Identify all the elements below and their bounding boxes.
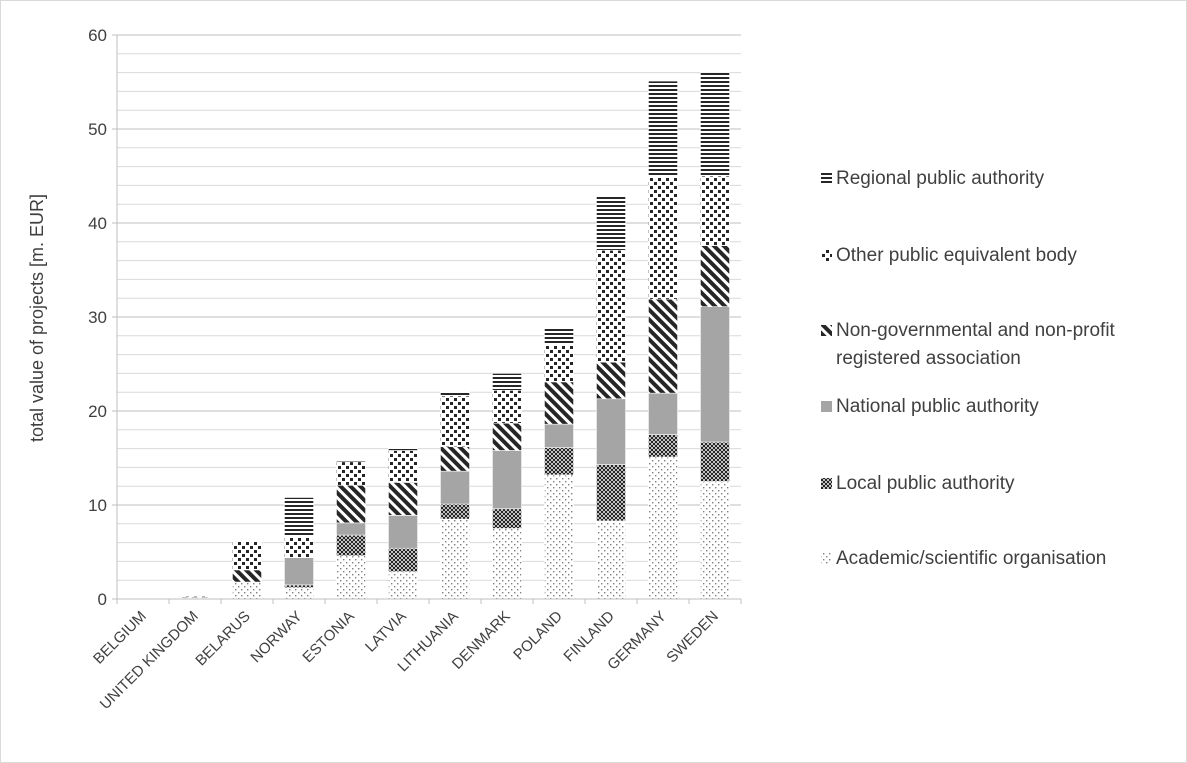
- x-tick-label: POLAND: [510, 608, 566, 664]
- y-tick-label: 30: [88, 308, 107, 327]
- bar-segment: [648, 298, 678, 394]
- bar-segment: [388, 515, 418, 549]
- bar-segment: [284, 587, 314, 600]
- bar-segment: [440, 503, 470, 520]
- legend-label: Local public authority: [836, 473, 1015, 494]
- bar-segment: [492, 373, 522, 391]
- bar-segment: [700, 441, 730, 482]
- bar-segment: [700, 481, 730, 600]
- bar-segment: [492, 508, 522, 529]
- bar-segment: [284, 536, 314, 558]
- legend-swatch: [821, 325, 832, 336]
- bar-segment: [388, 482, 418, 516]
- bar-segment: [700, 306, 730, 443]
- bar-segment: [388, 571, 418, 600]
- legend-label: National public authority: [836, 396, 1039, 417]
- bar-segment: [648, 392, 678, 435]
- bar-segment: [284, 557, 314, 586]
- bar-segment: [180, 595, 210, 598]
- bar-segment: [596, 398, 626, 465]
- bar-segment: [336, 534, 366, 557]
- bar-segment: [492, 450, 522, 510]
- bar-segment: [648, 456, 678, 600]
- x-tick-label: LATVIA: [362, 608, 410, 656]
- bar-segment: [388, 450, 418, 483]
- bar-segment: [492, 390, 522, 424]
- bar-segment: [336, 522, 366, 536]
- bar-segment: [336, 484, 366, 524]
- x-tick-label: ESTONIA: [299, 608, 357, 666]
- bar-segment: [440, 390, 470, 397]
- bar-segment: [232, 538, 262, 542]
- x-tick-label: UNITED KINGDOM: [97, 608, 202, 713]
- legend-label: Other public equivalent body: [836, 245, 1077, 266]
- bar-segment: [440, 518, 470, 600]
- gridlines: [117, 34, 741, 600]
- bar-segment: [596, 249, 626, 363]
- legend-swatch: [821, 173, 832, 184]
- bar-segment: [700, 245, 730, 307]
- bar-segment: [596, 361, 626, 400]
- bar-segment: [544, 447, 574, 476]
- bar-segment: [284, 584, 314, 589]
- bar-segment: [336, 555, 366, 600]
- bar-segment: [700, 72, 730, 177]
- y-tick-label: 20: [88, 402, 107, 421]
- legend-swatch: [821, 401, 832, 412]
- y-tick-label: 10: [88, 496, 107, 515]
- bar-segment: [544, 381, 574, 425]
- legend-swatch: [821, 478, 832, 489]
- bar-segment: [336, 458, 366, 463]
- bar-segment: [544, 474, 574, 600]
- bar-segment: [492, 422, 522, 451]
- legend-label: Academic/scientific organisation: [836, 548, 1106, 569]
- bar-segment: [284, 497, 314, 538]
- bars: [180, 72, 730, 600]
- bar-segment: [700, 175, 730, 246]
- bar-segment: [336, 461, 366, 486]
- legend: Regional public authority Other public eq…: [821, 168, 1116, 569]
- x-tick-label: NORWAY: [247, 608, 305, 666]
- bar-segment: [492, 528, 522, 600]
- legend-label: Regional public authority: [836, 168, 1045, 189]
- x-tick-label: SWEDEN: [663, 608, 722, 667]
- bar-segment: [440, 395, 470, 448]
- y-tick-label: 60: [88, 26, 107, 45]
- bar-segment: [544, 327, 574, 346]
- bar-segment: [388, 447, 418, 451]
- y-tick-label: 40: [88, 214, 107, 233]
- bar-segment: [648, 176, 678, 300]
- bar-segment: [440, 470, 470, 505]
- y-axis-title: total value of projects [m. EUR]: [27, 194, 47, 442]
- y-tick-label: 0: [98, 590, 107, 609]
- bar-segment: [388, 547, 418, 573]
- bar-segment: [440, 446, 470, 472]
- legend-swatch: [821, 250, 832, 261]
- bar-segment: [596, 196, 626, 251]
- y-tick-label: 50: [88, 120, 107, 139]
- x-tick-label: BELARUS: [192, 608, 254, 670]
- legend-label: Non-governmental and non-profit: [836, 320, 1116, 341]
- bar-segment: [232, 540, 262, 571]
- bar-segment: [232, 569, 262, 583]
- bar-segment: [232, 581, 262, 600]
- bar-segment: [544, 423, 574, 448]
- legend-swatch: [821, 553, 832, 564]
- bar-segment: [648, 434, 678, 458]
- bar-segment: [648, 80, 678, 178]
- bar-segment: [596, 520, 626, 600]
- bar-segment: [596, 464, 626, 522]
- legend-label: registered association: [836, 348, 1021, 369]
- bar-segment: [544, 344, 574, 383]
